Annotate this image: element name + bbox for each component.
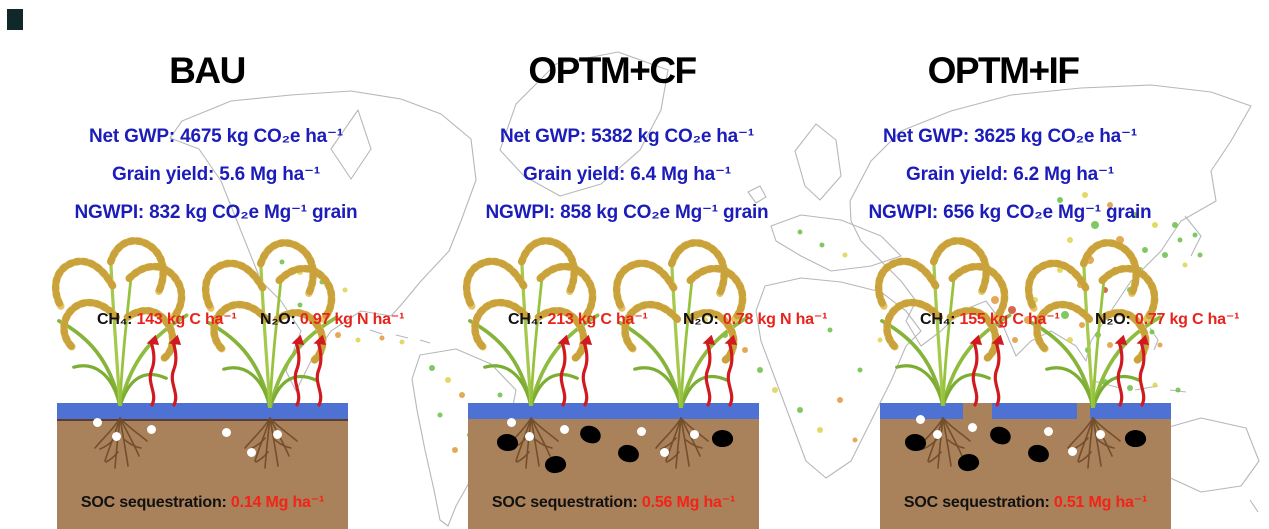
soc-label: SOC sequestration:	[80, 494, 227, 511]
black-amendment-blob-icon	[616, 443, 641, 464]
n2o-molecule: N₂O:	[260, 311, 296, 328]
grain-yield-stat: Grain yield: 5.6 Mg ha⁻¹	[112, 164, 320, 185]
ch4-molecule: CH₄:	[97, 311, 133, 328]
white-soil-dot-icon	[933, 430, 942, 439]
panel-title: OPTM+CF	[528, 50, 697, 91]
panel-optm-cf: OPTM+CF Net GWP: 5382 kg CO₂e ha⁻¹ Grain…	[411, 0, 857, 529]
emission-arrows-icon	[549, 335, 599, 407]
emission-arrows-icon	[1106, 335, 1156, 407]
n2o-emission-label: N₂O: 0.77 kg C ha⁻¹	[1095, 309, 1239, 329]
white-soil-dot-icon	[93, 418, 102, 427]
black-amendment-blob-icon	[905, 434, 926, 451]
white-soil-dot-icon	[147, 425, 156, 434]
emission-arrows-icon	[283, 335, 333, 407]
white-soil-dot-icon	[637, 427, 646, 436]
soc-label: SOC sequestration:	[903, 494, 1050, 511]
stats-block: Net GWP: 5382 kg CO₂e ha⁻¹ Grain yield: …	[486, 118, 769, 232]
soc-value: 0.14 Mg ha⁻¹	[230, 494, 325, 511]
net-gwp-stat: Net GWP: 5382 kg CO₂e ha⁻¹	[500, 126, 754, 147]
emission-arrows-icon	[961, 335, 1011, 407]
roots-icon	[1058, 416, 1128, 471]
soil-block: SOC sequestration: 0.51 Mg ha⁻¹	[880, 403, 1171, 529]
ngwpi-stat: NGWPI: 656 kg CO₂e Mg⁻¹ grain	[868, 202, 1152, 223]
white-soil-dot-icon	[560, 425, 569, 434]
flood-water-segment	[992, 403, 1077, 419]
panel-bau: BAU Net GWP: 4675 kg CO₂e ha⁻¹ Grain yie…	[0, 0, 446, 529]
white-soil-dot-icon	[273, 430, 282, 439]
emission-arrows-icon	[138, 335, 188, 407]
soc-sequestration-label: SOC sequestration: 0.56 Mg ha⁻¹	[492, 492, 735, 512]
flood-water-segment	[880, 403, 963, 419]
soc-sequestration-label: SOC sequestration: 0.51 Mg ha⁻¹	[904, 492, 1147, 512]
black-amendment-blob-icon	[1124, 428, 1147, 449]
soc-label: SOC sequestration:	[491, 494, 638, 511]
white-soil-dot-icon	[1044, 427, 1053, 436]
roots-icon	[235, 416, 305, 471]
grain-yield-stat: Grain yield: 6.2 Mg ha⁻¹	[906, 164, 1114, 185]
ch4-value: 213 kg C ha⁻¹	[547, 311, 648, 328]
black-amendment-blob-icon	[988, 424, 1013, 447]
soil-block: SOC sequestration: 0.56 Mg ha⁻¹	[468, 403, 759, 529]
ngwpi-stat: NGWPI: 832 kg CO₂e Mg⁻¹ grain	[74, 202, 358, 223]
net-gwp-stat: Net GWP: 3625 kg CO₂e ha⁻¹	[883, 126, 1137, 147]
corner-mark	[7, 9, 23, 30]
ch4-molecule: CH₄:	[508, 311, 544, 328]
stats-block: Net GWP: 4675 kg CO₂e ha⁻¹ Grain yield: …	[75, 118, 358, 232]
white-soil-dot-icon	[1096, 430, 1105, 439]
black-amendment-blob-icon	[1026, 443, 1051, 464]
white-soil-dot-icon	[1068, 447, 1077, 456]
n2o-emission-label: N₂O: 0.97 kg N ha⁻¹	[260, 309, 404, 329]
soc-sequestration-label: SOC sequestration: 0.14 Mg ha⁻¹	[81, 492, 324, 512]
flood-water-segment	[1090, 403, 1171, 419]
soil-block: SOC sequestration: 0.14 Mg ha⁻¹	[57, 403, 348, 529]
emission-arrows-icon	[694, 335, 744, 407]
black-amendment-blob-icon	[497, 434, 518, 451]
white-soil-dot-icon	[660, 448, 669, 457]
ch4-emission-label: CH₄: 155 kg C ha⁻¹	[920, 309, 1060, 329]
black-amendment-blob-icon	[578, 423, 603, 446]
soc-value: 0.51 Mg ha⁻¹	[1053, 494, 1148, 511]
ch4-value: 143 kg C ha⁻¹	[136, 311, 237, 328]
black-amendment-blob-icon	[711, 428, 734, 449]
white-soil-dot-icon	[968, 423, 977, 432]
net-gwp-stat: Net GWP: 4675 kg CO₂e ha⁻¹	[89, 126, 343, 147]
n2o-emission-label: N₂O: 0.78 kg N ha⁻¹	[683, 309, 827, 329]
white-soil-dot-icon	[112, 432, 121, 441]
n2o-value: 0.78 kg N ha⁻¹	[722, 311, 828, 328]
n2o-molecule: N₂O:	[683, 311, 719, 328]
white-soil-dot-icon	[247, 448, 256, 457]
grain-yield-stat: Grain yield: 6.4 Mg ha⁻¹	[523, 164, 731, 185]
n2o-value: 0.97 kg N ha⁻¹	[299, 311, 405, 328]
n2o-molecule: N₂O:	[1095, 311, 1131, 328]
n2o-value: 0.77 kg C ha⁻¹	[1134, 311, 1240, 328]
ngwpi-stat: NGWPI: 858 kg CO₂e Mg⁻¹ grain	[485, 202, 769, 223]
white-soil-dot-icon	[525, 432, 534, 441]
panel-title: BAU	[169, 50, 246, 91]
flood-water-layer	[57, 403, 348, 419]
white-soil-dot-icon	[916, 415, 925, 424]
ch4-molecule: CH₄:	[920, 311, 956, 328]
soc-value: 0.56 Mg ha⁻¹	[641, 494, 736, 511]
flood-water-layer	[468, 403, 759, 419]
soil-surface-line	[57, 419, 348, 421]
panel-optm-if: OPTM+IF Net GWP: 3625 kg CO₂e ha⁻¹ Grain…	[823, 0, 1269, 529]
stats-block: Net GWP: 3625 kg CO₂e ha⁻¹ Grain yield: …	[869, 118, 1152, 232]
ch4-value: 155 kg C ha⁻¹	[959, 311, 1060, 328]
white-soil-dot-icon	[222, 428, 231, 437]
panel-title: OPTM+IF	[927, 50, 1080, 91]
ch4-emission-label: CH₄: 213 kg C ha⁻¹	[508, 309, 648, 329]
white-soil-dot-icon	[690, 430, 699, 439]
ch4-emission-label: CH₄: 143 kg C ha⁻¹	[97, 309, 237, 329]
white-soil-dot-icon	[507, 418, 516, 427]
roots-icon	[646, 416, 716, 471]
